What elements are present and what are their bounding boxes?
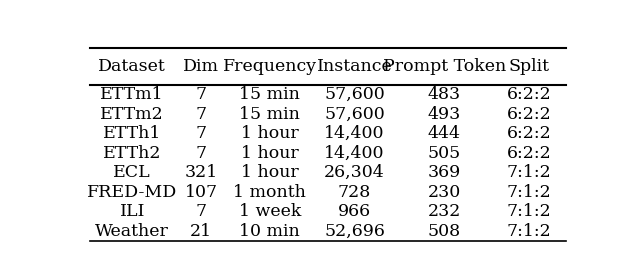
Text: 230: 230 xyxy=(428,184,461,201)
Text: 1 hour: 1 hour xyxy=(241,145,299,162)
Text: Frequency: Frequency xyxy=(223,58,317,75)
Text: 321: 321 xyxy=(184,164,218,181)
Text: 1 month: 1 month xyxy=(234,184,307,201)
Text: Weather: Weather xyxy=(95,223,169,240)
Text: 15 min: 15 min xyxy=(239,106,300,123)
Text: 444: 444 xyxy=(428,125,461,142)
Text: Dim: Dim xyxy=(183,58,219,75)
Text: ETTm2: ETTm2 xyxy=(100,106,164,123)
Text: 508: 508 xyxy=(428,223,461,240)
Text: Split: Split xyxy=(509,58,550,75)
Text: 1 hour: 1 hour xyxy=(241,164,299,181)
Text: Prompt Token: Prompt Token xyxy=(383,58,506,75)
Text: Dataset: Dataset xyxy=(99,58,166,75)
Text: 7: 7 xyxy=(195,125,207,142)
Text: 483: 483 xyxy=(428,86,461,103)
Text: 57,600: 57,600 xyxy=(324,106,385,123)
Text: ETTh1: ETTh1 xyxy=(103,125,161,142)
Text: ETTm1: ETTm1 xyxy=(100,86,164,103)
Text: 7: 7 xyxy=(195,86,207,103)
Text: ILI: ILI xyxy=(120,203,145,220)
Text: 1 hour: 1 hour xyxy=(241,125,299,142)
Text: 21: 21 xyxy=(190,223,212,240)
Text: 14,400: 14,400 xyxy=(324,145,385,162)
Text: 505: 505 xyxy=(428,145,461,162)
Text: ETTh2: ETTh2 xyxy=(103,145,161,162)
Text: 369: 369 xyxy=(428,164,461,181)
Text: 7: 7 xyxy=(195,106,207,123)
Text: 6:2:2: 6:2:2 xyxy=(507,86,552,103)
Text: Instance: Instance xyxy=(317,58,392,75)
Text: 7:1:2: 7:1:2 xyxy=(507,164,552,181)
Text: 10 min: 10 min xyxy=(239,223,300,240)
Text: 7:1:2: 7:1:2 xyxy=(507,203,552,220)
Text: 52,696: 52,696 xyxy=(324,223,385,240)
Text: 6:2:2: 6:2:2 xyxy=(507,125,552,142)
Text: 15 min: 15 min xyxy=(239,86,300,103)
Text: 6:2:2: 6:2:2 xyxy=(507,106,552,123)
Text: 1 week: 1 week xyxy=(239,203,301,220)
Text: 7: 7 xyxy=(195,203,207,220)
Text: 966: 966 xyxy=(338,203,371,220)
Text: 57,600: 57,600 xyxy=(324,86,385,103)
Text: 232: 232 xyxy=(428,203,461,220)
Text: 107: 107 xyxy=(184,184,218,201)
Text: 7: 7 xyxy=(195,145,207,162)
Text: 6:2:2: 6:2:2 xyxy=(507,145,552,162)
Text: 26,304: 26,304 xyxy=(324,164,385,181)
Text: ECL: ECL xyxy=(113,164,151,181)
Text: 7:1:2: 7:1:2 xyxy=(507,223,552,240)
Text: 728: 728 xyxy=(338,184,371,201)
Text: 7:1:2: 7:1:2 xyxy=(507,184,552,201)
Text: 14,400: 14,400 xyxy=(324,125,385,142)
Text: 493: 493 xyxy=(428,106,461,123)
Text: FRED-MD: FRED-MD xyxy=(87,184,177,201)
